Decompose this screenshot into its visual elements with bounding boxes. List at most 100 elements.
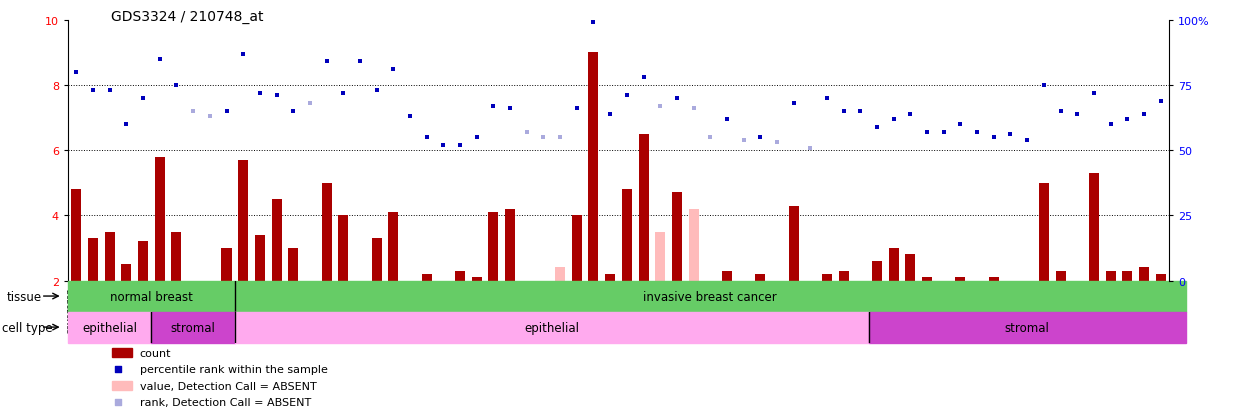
Point (533, 135, 553, 141)
Point (108, 399, 127, 406)
Point (950, 121, 970, 128)
Point (1084, 90, 1103, 97)
Point (400, 114, 419, 120)
Bar (272, 199, 282, 281)
Bar (1155, 274, 1165, 281)
Bar (905, 255, 915, 281)
Bar (555, 268, 565, 281)
Bar (1055, 271, 1065, 281)
Bar (235, 312, 868, 343)
Bar (823, 274, 833, 281)
Point (234, 51, 254, 58)
Point (317, 59, 336, 66)
Point (383, 67, 403, 74)
Bar (68, 312, 151, 343)
Bar (121, 265, 131, 281)
Point (967, 129, 987, 136)
Bar (988, 278, 998, 281)
Point (466, 135, 486, 141)
Point (734, 137, 753, 144)
Bar (235, 281, 1185, 312)
Point (216, 109, 236, 115)
Text: epithelial: epithelial (524, 321, 579, 334)
Point (67, 69, 87, 76)
Bar (113, 348, 132, 357)
Point (584, 20, 604, 26)
Point (834, 109, 854, 115)
Bar (888, 248, 899, 281)
Point (700, 135, 720, 141)
Bar (255, 235, 265, 281)
Point (1117, 116, 1137, 123)
Point (116, 121, 136, 128)
Point (250, 90, 270, 97)
Bar (338, 216, 349, 281)
Point (1017, 137, 1037, 144)
Bar (455, 271, 465, 281)
Point (366, 88, 386, 94)
Text: normal breast: normal breast (110, 290, 193, 303)
Text: count: count (140, 348, 171, 358)
Point (883, 116, 903, 123)
Point (134, 95, 153, 102)
Bar (868, 312, 1185, 343)
Text: percentile rank within the sample: percentile rank within the sample (140, 364, 328, 374)
Bar (388, 213, 398, 281)
Text: invasive breast cancer: invasive breast cancer (643, 290, 777, 303)
Bar (72, 190, 82, 281)
Bar (239, 161, 249, 281)
Bar (1122, 271, 1132, 281)
Text: stromal: stromal (1004, 321, 1050, 334)
Point (684, 106, 704, 112)
Point (633, 75, 653, 81)
Point (550, 135, 570, 141)
Point (500, 106, 520, 112)
Bar (489, 213, 499, 281)
Bar (371, 239, 382, 281)
Point (433, 142, 453, 149)
Bar (471, 278, 481, 281)
Bar (1106, 271, 1116, 281)
Bar (839, 271, 849, 281)
Bar (589, 53, 599, 281)
Point (901, 111, 920, 118)
Bar (722, 271, 732, 281)
Bar (505, 209, 515, 281)
Point (283, 109, 303, 115)
Text: value, Detection Call = ABSENT: value, Detection Call = ABSENT (140, 381, 317, 391)
Bar (68, 281, 235, 312)
Point (83, 88, 103, 94)
Point (200, 114, 220, 120)
Bar (1139, 268, 1149, 281)
Point (818, 95, 837, 102)
Bar (422, 274, 432, 281)
Point (600, 111, 620, 118)
Bar (672, 193, 682, 281)
Point (150, 57, 169, 63)
Bar (88, 239, 98, 281)
Text: tissue: tissue (6, 290, 41, 303)
Bar (571, 216, 581, 281)
Bar (155, 157, 165, 281)
Point (333, 90, 353, 97)
Point (267, 93, 287, 100)
Bar (922, 278, 933, 281)
Bar (656, 232, 666, 281)
Bar (113, 381, 132, 390)
Bar (756, 274, 766, 281)
Point (1150, 98, 1170, 104)
Point (784, 101, 804, 107)
Point (167, 83, 187, 89)
Text: epithelial: epithelial (82, 321, 137, 334)
Text: rank, Detection Call = ABSENT: rank, Detection Call = ABSENT (140, 397, 310, 407)
Text: cell type: cell type (2, 321, 53, 334)
Point (651, 103, 670, 110)
Point (667, 95, 687, 102)
Point (100, 88, 120, 94)
Point (417, 135, 437, 141)
Bar (638, 135, 648, 281)
Point (917, 129, 936, 136)
Point (1068, 111, 1087, 118)
Point (1101, 121, 1121, 128)
Point (108, 366, 127, 373)
